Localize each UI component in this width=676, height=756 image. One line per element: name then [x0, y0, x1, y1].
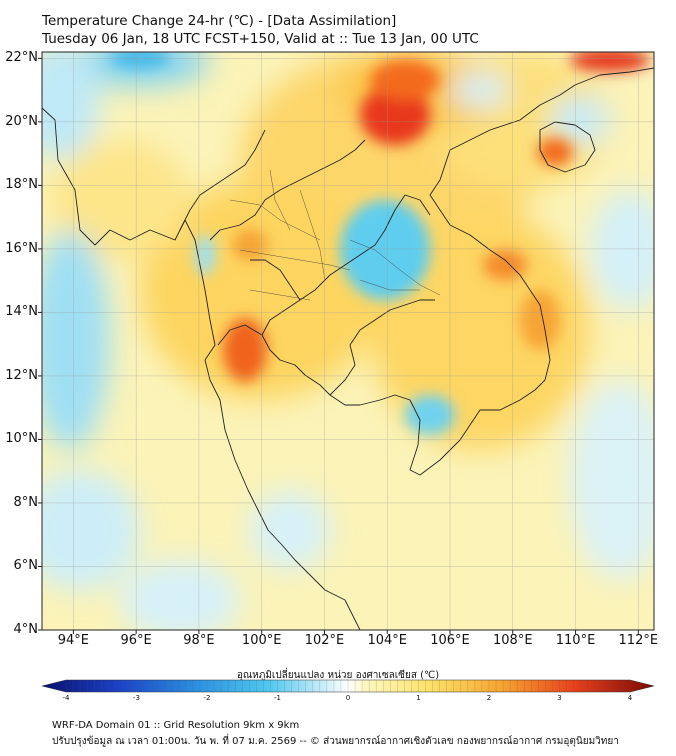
- lon-label: 96°E: [120, 633, 152, 648]
- lat-label: 10°N: [5, 431, 38, 447]
- lon-label: 100°E: [241, 633, 282, 648]
- lat-label: 22°N: [5, 50, 38, 66]
- lon-label: 104°E: [367, 633, 407, 648]
- footer-update-info: ปรับปรุงข้อมูล ณ เวลา 01:00น. วัน พ. ที่…: [52, 736, 619, 747]
- colorbar-tick-label: 3: [557, 694, 562, 702]
- colorbar-tick-label: -3: [133, 694, 140, 702]
- lat-label: 20°N: [5, 113, 38, 129]
- lat-label: 16°N: [5, 240, 38, 256]
- colorbar-tick-label: 1: [416, 694, 421, 702]
- lon-label: 110°E: [555, 633, 596, 648]
- temperature-change-map: [38, 51, 655, 634]
- lon-label: 98°E: [183, 633, 215, 648]
- lat-label: 8°N: [13, 494, 39, 510]
- map-title: Temperature Change 24-hr (℃) - [Data Ass…: [42, 13, 397, 29]
- colorbar-title: อุณหภูมิเปลี่ยนแปลง หน่วย องศาเซลเซียส (…: [236, 670, 440, 681]
- footer-model-info: WRF-DA Domain 01 :: Grid Resolution 9km …: [52, 720, 300, 731]
- lat-label: 18°N: [5, 177, 38, 193]
- map-frame: [41, 51, 655, 631]
- colorbar-tick-label: -4: [62, 694, 70, 702]
- colorbar-tick-label: 4: [627, 694, 633, 702]
- colorbar-tick-label: 0: [345, 694, 351, 702]
- lon-label: 102°E: [304, 633, 345, 648]
- colorbar-tick-label: -2: [203, 694, 211, 702]
- map-subtitle: Tuesday 06 Jan, 18 UTC FCST+150, Valid a…: [42, 31, 479, 47]
- temperature-field: [42, 52, 654, 630]
- lat-label: 12°N: [5, 367, 38, 383]
- colorbar-tick-label: 2: [486, 694, 492, 702]
- lat-label: 4°N: [13, 622, 39, 637]
- lon-label: 106°E: [430, 633, 470, 648]
- lon-label: 94°E: [57, 633, 90, 648]
- graticule: [42, 52, 654, 630]
- lon-label: 108°E: [493, 633, 533, 648]
- colorbar-tick-label: -1: [274, 694, 281, 702]
- lon-label: 112°E: [618, 633, 659, 648]
- lat-label: 6°N: [13, 558, 39, 574]
- lat-label: 14°N: [5, 304, 38, 320]
